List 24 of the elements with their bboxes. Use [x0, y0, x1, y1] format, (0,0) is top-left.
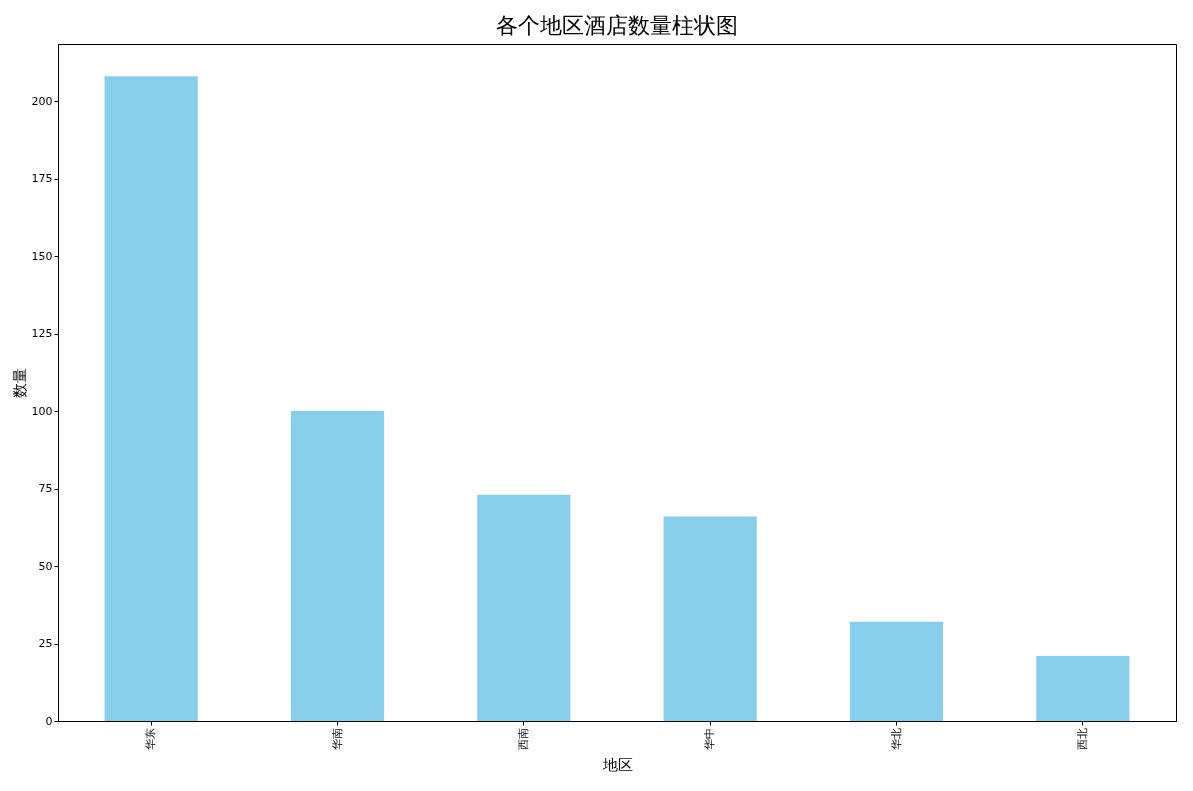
bar: [290, 411, 385, 721]
x-tick-label: 西北: [1075, 727, 1089, 750]
y-tick-label: 125: [31, 327, 53, 341]
y-tick-label: 25: [38, 637, 53, 650]
y-tick-label: 50: [38, 559, 53, 573]
chart-title: 各个地区酒店数量柱状图: [496, 13, 738, 38]
bar: [1036, 655, 1130, 721]
x-axis-title: 地区: [601, 755, 633, 774]
y-tick-label: 100: [31, 404, 53, 418]
bar: [849, 621, 944, 721]
y-tick-label: 75: [38, 482, 53, 496]
bar: [104, 76, 198, 721]
y-tick-label: 200: [31, 94, 53, 108]
y-axis-title: 数量: [10, 368, 29, 398]
x-tick-label: 华东: [144, 727, 158, 750]
y-tick-label: 150: [31, 249, 53, 263]
x-tick-label: 华南: [330, 727, 344, 750]
bar: [663, 516, 757, 721]
x-tick-label: 华北: [889, 727, 903, 750]
y-tick-label: 175: [31, 172, 53, 186]
x-tick-label: 西南: [516, 727, 530, 750]
x-tick-label: 华中: [703, 727, 717, 750]
y-tick-label: 0: [45, 714, 53, 728]
bar: [477, 494, 571, 721]
